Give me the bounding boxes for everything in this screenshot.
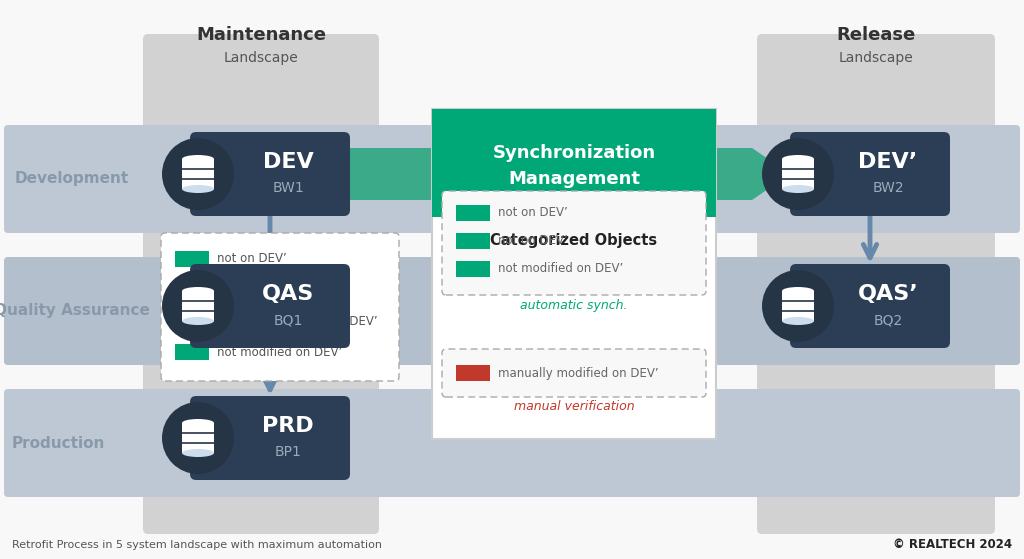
Polygon shape [782, 311, 814, 321]
Circle shape [762, 270, 834, 342]
Polygon shape [182, 159, 214, 169]
FancyBboxPatch shape [432, 109, 716, 439]
Bar [456, 233, 490, 249]
Text: not on DEV’: not on DEV’ [498, 206, 567, 220]
Text: not on DEV’: not on DEV’ [217, 253, 287, 266]
FancyBboxPatch shape [190, 264, 350, 348]
Text: QAS: QAS [262, 284, 314, 304]
Text: Quality Assurance: Quality Assurance [0, 304, 150, 319]
Text: BQ2: BQ2 [873, 313, 902, 327]
Polygon shape [182, 301, 214, 311]
Ellipse shape [182, 419, 214, 427]
Text: Production: Production [11, 435, 104, 451]
Text: BP1: BP1 [274, 445, 301, 459]
Text: Maintenance: Maintenance [196, 26, 326, 44]
Text: Synchronization: Synchronization [493, 144, 655, 162]
Text: automatic synch.: automatic synch. [520, 299, 628, 311]
Polygon shape [182, 291, 214, 301]
Text: QAS’: QAS’ [858, 284, 919, 304]
Bar [456, 261, 490, 277]
Polygon shape [182, 179, 214, 189]
Text: DEV: DEV [262, 152, 313, 172]
Text: Landscape: Landscape [839, 51, 913, 65]
Bar [175, 344, 209, 360]
FancyArrow shape [350, 148, 790, 200]
Text: not modified on DEV’: not modified on DEV’ [498, 263, 624, 276]
Ellipse shape [782, 185, 814, 193]
Text: BW2: BW2 [872, 181, 904, 195]
Ellipse shape [182, 155, 214, 163]
Ellipse shape [182, 449, 214, 457]
Polygon shape [782, 301, 814, 311]
Text: Landscape: Landscape [223, 51, 298, 65]
Text: Categorized Objects: Categorized Objects [490, 234, 657, 249]
Bar [456, 205, 490, 221]
Bar [456, 365, 490, 381]
Text: manual verification: manual verification [514, 400, 634, 414]
Text: PRD: PRD [262, 416, 313, 436]
Polygon shape [182, 423, 214, 433]
FancyBboxPatch shape [161, 233, 399, 381]
Text: © REALTECH 2024: © REALTECH 2024 [893, 538, 1012, 552]
Ellipse shape [182, 287, 214, 295]
Ellipse shape [782, 155, 814, 163]
Circle shape [162, 270, 234, 342]
FancyBboxPatch shape [143, 34, 379, 534]
Text: Management: Management [508, 170, 640, 188]
Text: not on DEV’: not on DEV’ [498, 234, 567, 248]
FancyBboxPatch shape [790, 132, 950, 216]
Text: not modified on DEV’: not modified on DEV’ [217, 345, 342, 358]
Polygon shape [182, 169, 214, 179]
Text: not on DEV’: not on DEV’ [217, 283, 287, 296]
Circle shape [162, 402, 234, 474]
Bar [175, 313, 209, 329]
FancyBboxPatch shape [190, 132, 350, 216]
Polygon shape [782, 291, 814, 301]
Ellipse shape [182, 317, 214, 325]
Text: BQ1: BQ1 [273, 313, 303, 327]
FancyBboxPatch shape [4, 125, 1020, 233]
Polygon shape [782, 169, 814, 179]
Text: manually modified on DEV’: manually modified on DEV’ [217, 315, 378, 328]
FancyBboxPatch shape [4, 257, 1020, 365]
Text: Development: Development [15, 172, 129, 187]
Ellipse shape [782, 287, 814, 295]
Polygon shape [782, 159, 814, 169]
FancyBboxPatch shape [4, 389, 1020, 497]
FancyBboxPatch shape [757, 34, 995, 534]
Bar [175, 251, 209, 267]
FancyBboxPatch shape [442, 191, 706, 295]
FancyBboxPatch shape [790, 264, 950, 348]
Circle shape [162, 138, 234, 210]
Text: Release: Release [837, 26, 915, 44]
Polygon shape [182, 433, 214, 443]
Text: manually modified on DEV’: manually modified on DEV’ [498, 367, 658, 380]
FancyBboxPatch shape [432, 109, 716, 217]
FancyBboxPatch shape [190, 396, 350, 480]
Text: Retrofit Process in 5 system landscape with maximum automation: Retrofit Process in 5 system landscape w… [12, 540, 382, 550]
Bar [175, 282, 209, 298]
Ellipse shape [182, 185, 214, 193]
Polygon shape [182, 443, 214, 453]
Text: DEV’: DEV’ [858, 152, 918, 172]
Polygon shape [182, 311, 214, 321]
Polygon shape [782, 179, 814, 189]
Circle shape [762, 138, 834, 210]
FancyBboxPatch shape [442, 349, 706, 397]
Text: BW1: BW1 [272, 181, 304, 195]
Ellipse shape [782, 317, 814, 325]
